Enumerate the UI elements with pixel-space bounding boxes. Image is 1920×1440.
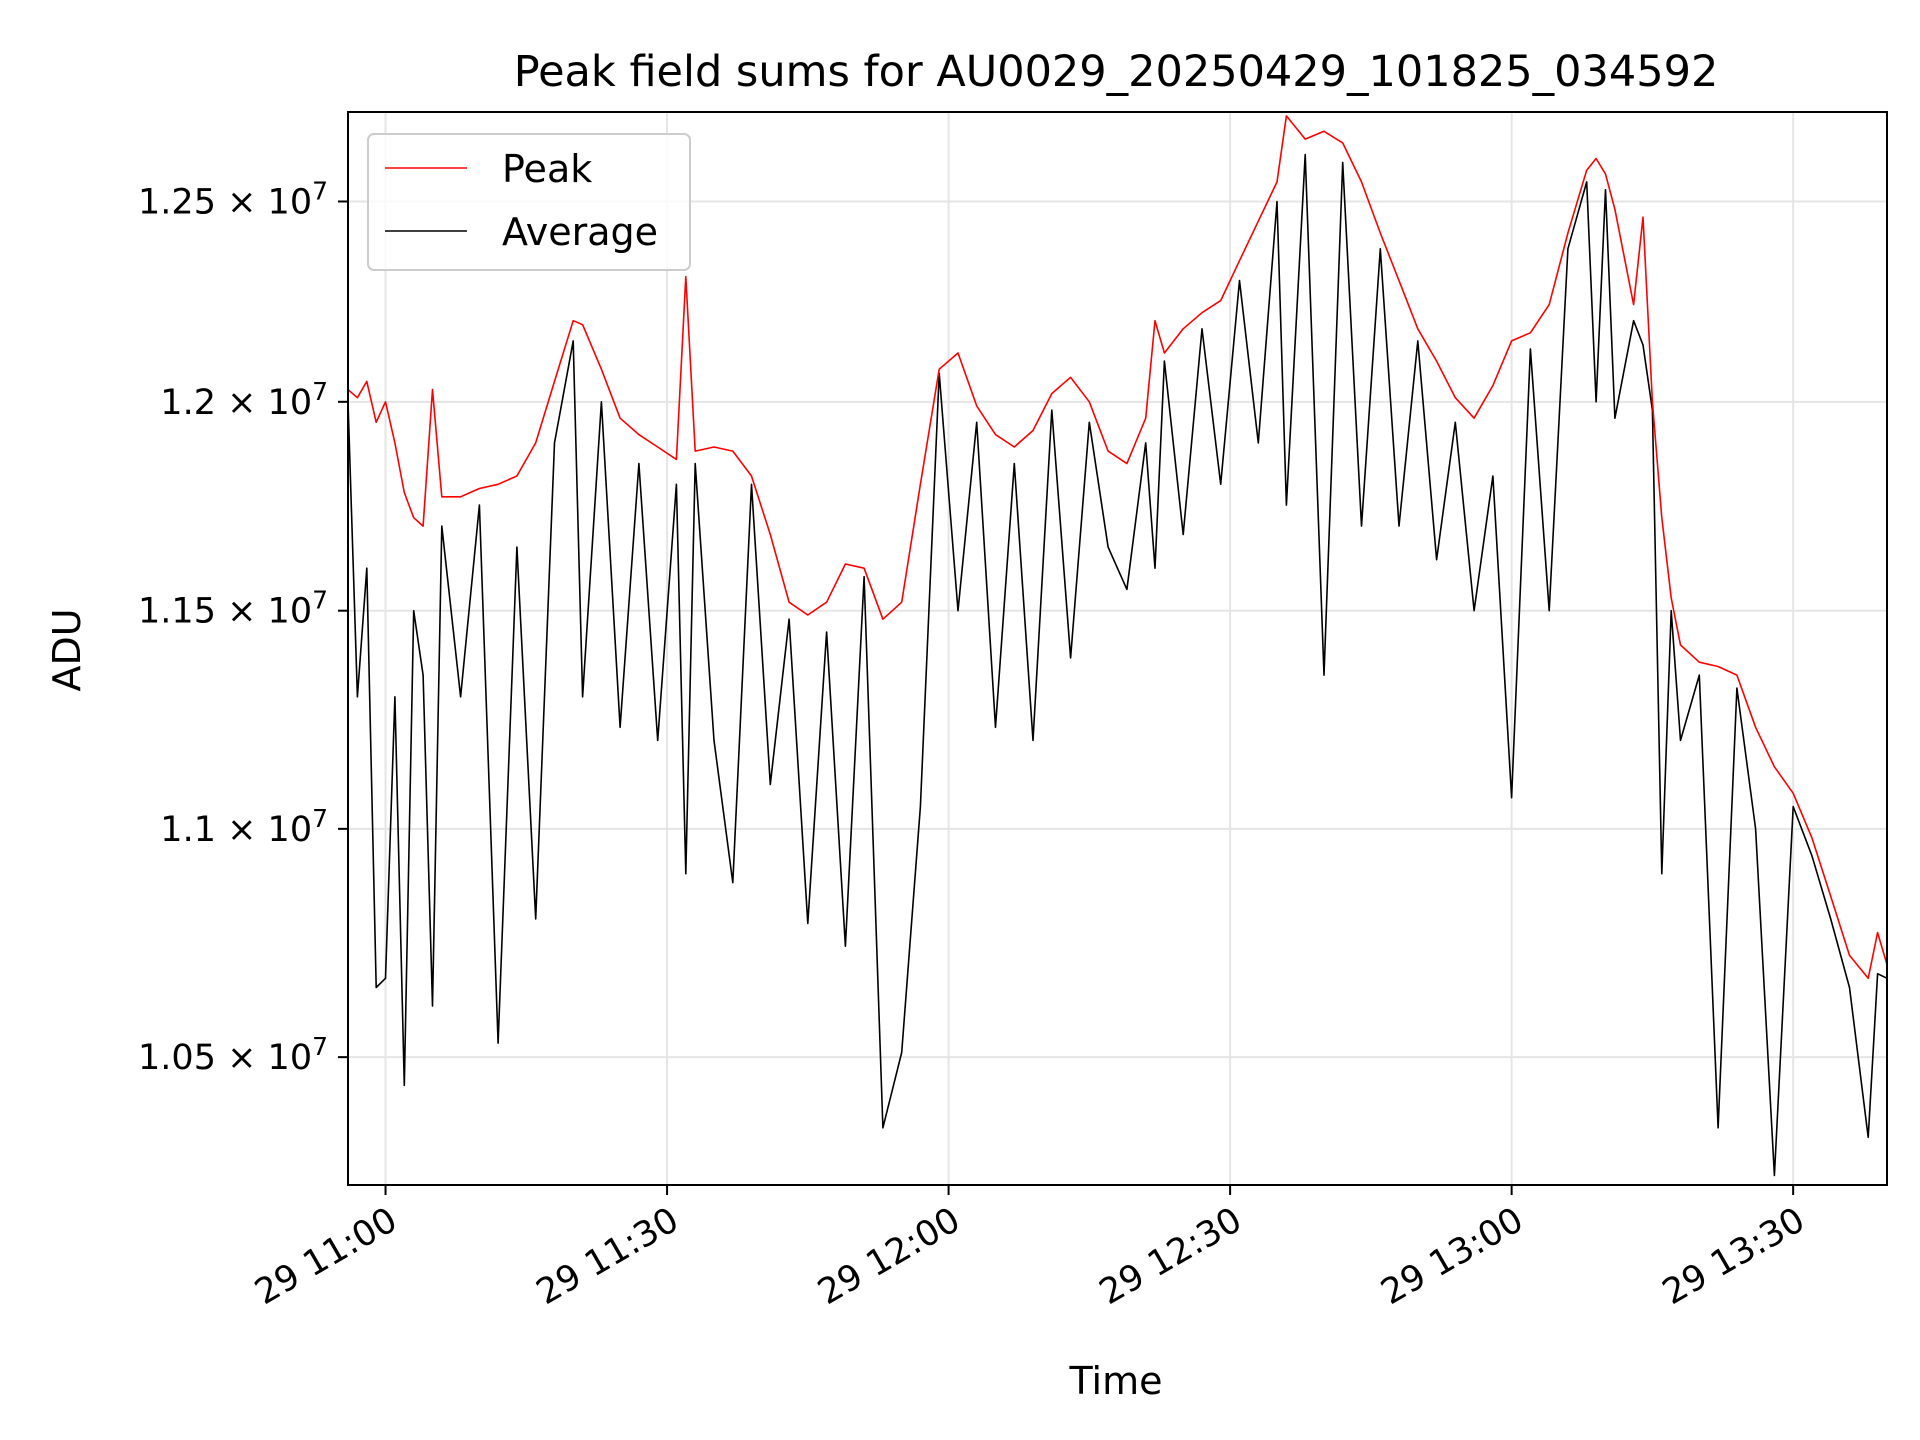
x-tick-label: 29 12:30 (1093, 1200, 1249, 1313)
plot-frame (347, 111, 1888, 1186)
legend-label-average: Average (502, 210, 658, 254)
y-tick-mantissa: 1.05 × (138, 1038, 268, 1078)
y-tick-base: 10 (268, 592, 313, 632)
y-tick-label: 1.2 × 107 (160, 377, 328, 423)
chart-title: Peak field sums for AU0029_20250429_1018… (514, 47, 1719, 97)
y-tick-label: 1.1 × 107 (160, 804, 328, 850)
y-tick-base: 10 (268, 182, 313, 222)
x-tick-label: 29 13:00 (1375, 1200, 1531, 1313)
x-tick-label: 29 11:00 (248, 1200, 404, 1313)
y-tick-base: 10 (268, 1038, 313, 1078)
y-tick-base: 10 (268, 383, 313, 423)
y-axis-label: ADU (45, 608, 89, 691)
x-tick-label: 29 12:00 (812, 1200, 968, 1313)
y-tick-exponent: 7 (312, 176, 328, 205)
y-tick-exponent: 7 (312, 1032, 328, 1061)
legend: Peak Average (367, 133, 691, 271)
y-tick-base: 10 (268, 810, 313, 850)
y-tick-mantissa: 1.1 × (160, 810, 267, 850)
y-tick-mantissa: 1.25 × (138, 182, 268, 222)
series-line-average (347, 153, 1888, 1177)
x-tick-label: 29 13:30 (1656, 1200, 1812, 1313)
x-axis: 29 11:00 29 11:30 29 12:00 29 12:30 29 13:00… (248, 1185, 1812, 1313)
y-tick-label: 1.25 × 107 (138, 176, 328, 222)
y-tick-mantissa: 1.2 × (160, 383, 267, 423)
y-tick-exponent: 7 (312, 804, 328, 833)
y-tick-label: 1.15 × 107 (138, 586, 328, 632)
y-tick-label: 1.05 × 107 (138, 1032, 328, 1078)
legend-label-peak: Peak (502, 147, 592, 191)
series-line-peak (347, 115, 1888, 980)
y-tick-exponent: 7 (312, 377, 328, 406)
x-tick-label: 29 11:30 (530, 1200, 686, 1313)
y-tick-mantissa: 1.15 × (138, 592, 268, 632)
y-tick-exponent: 7 (312, 586, 328, 615)
gridlines (348, 112, 1887, 1185)
series-layer (347, 115, 1888, 1177)
x-axis-label: Time (1069, 1359, 1163, 1403)
